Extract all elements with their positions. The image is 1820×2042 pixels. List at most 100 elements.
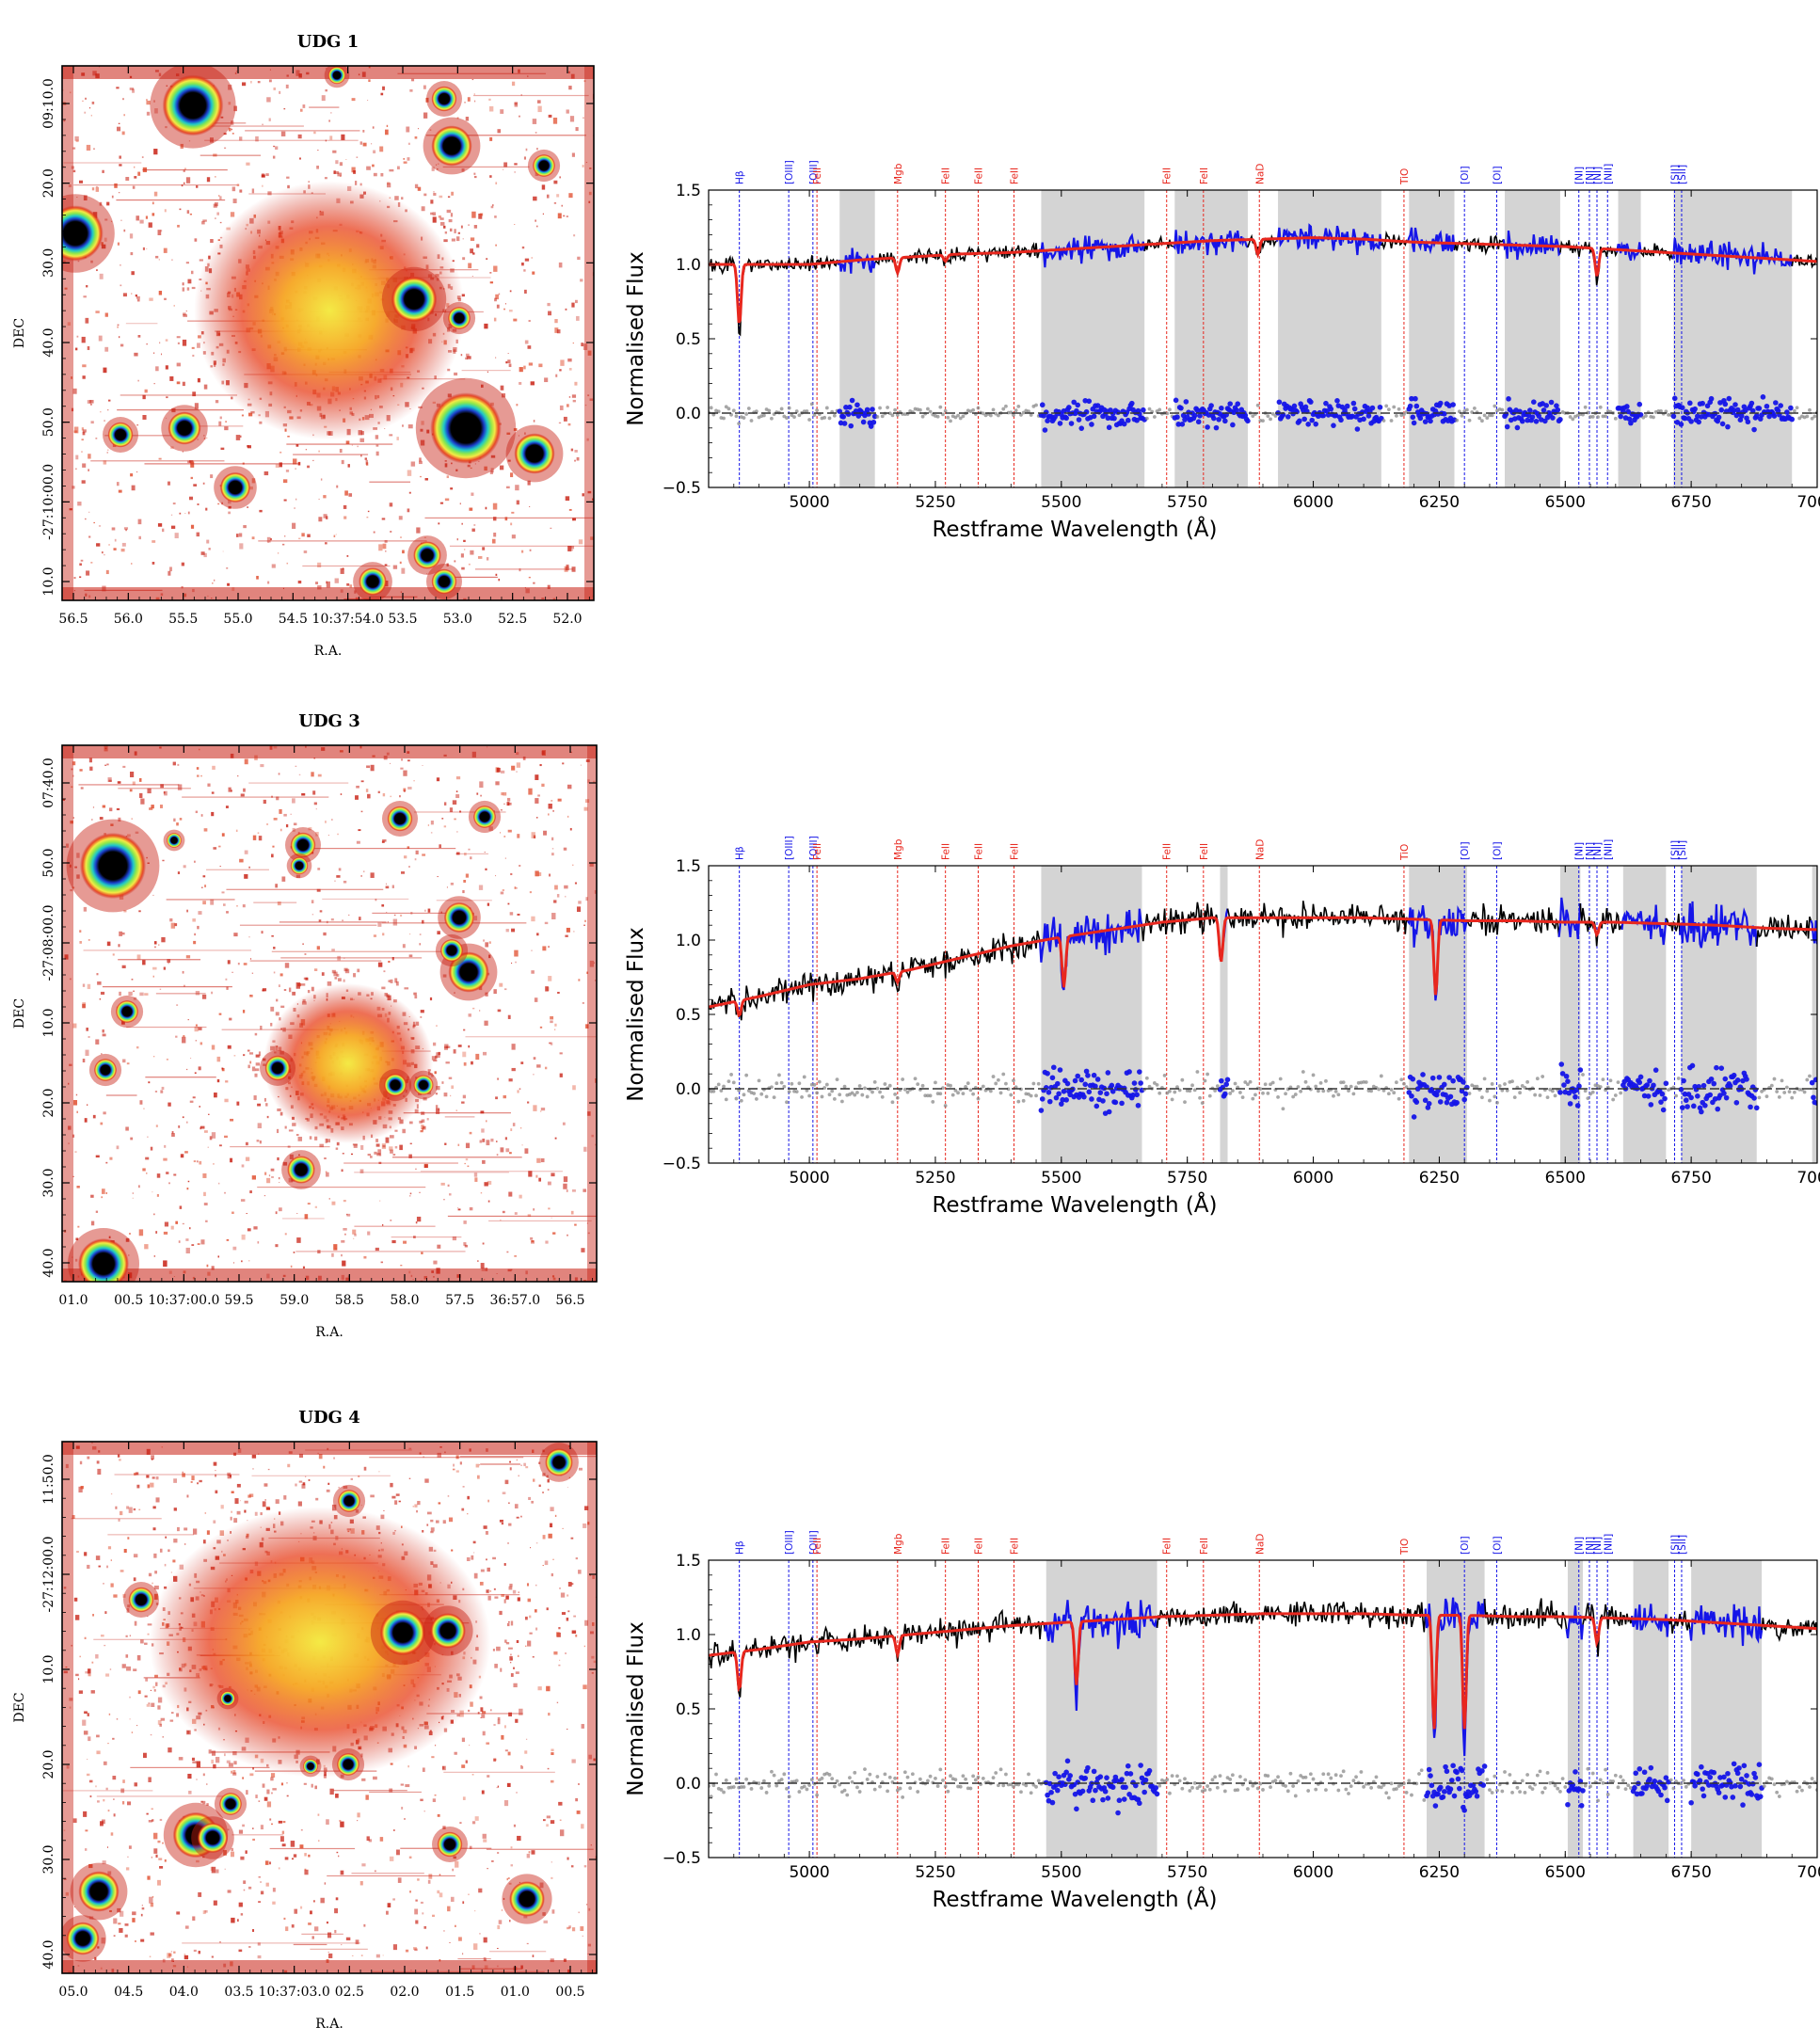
- noise-pixel: [171, 259, 173, 261]
- noise-pixel: [529, 1632, 533, 1635]
- noise-pixel: [273, 971, 276, 974]
- noise-pixel: [489, 136, 493, 141]
- noise-pixel: [454, 560, 456, 563]
- noise-pixel: [290, 1265, 293, 1268]
- noise-pixel: [587, 394, 590, 397]
- noise-pixel: [227, 1474, 231, 1479]
- noise-pixel: [273, 145, 276, 148]
- noise-pixel: [420, 1901, 423, 1904]
- noise-streak: [120, 394, 238, 396]
- noise-pixel: [229, 1475, 231, 1477]
- galaxy-halo-pixel: [380, 172, 384, 177]
- noise-pixel: [290, 813, 292, 815]
- residual-point: [805, 409, 809, 413]
- noise-pixel: [185, 177, 191, 183]
- noise-pixel: [228, 84, 232, 90]
- noise-pixel: [482, 1051, 487, 1056]
- noise-pixel: [328, 120, 331, 122]
- galaxy-halo-pixel: [504, 1639, 507, 1643]
- noise-pixel: [300, 1828, 303, 1831]
- noise-streak: [449, 545, 594, 547]
- noise-pixel: [242, 1777, 245, 1779]
- noise-streak: [116, 199, 226, 201]
- noise-pixel: [200, 1125, 205, 1129]
- noise-pixel: [385, 129, 389, 136]
- noise-pixel: [493, 1724, 496, 1726]
- noise-pixel: [452, 1236, 457, 1241]
- noise-pixel: [437, 1813, 440, 1817]
- noise-pixel: [79, 1460, 83, 1465]
- noise-pixel: [228, 511, 231, 515]
- noise-streak: [403, 1112, 511, 1114]
- noise-pixel: [548, 311, 551, 316]
- noise-pixel: [218, 1013, 222, 1015]
- noise-pixel: [467, 1513, 469, 1515]
- noise-pixel: [231, 1491, 234, 1493]
- noise-streak: [488, 1220, 592, 1222]
- noise-pixel: [438, 1051, 441, 1056]
- noise-pixel: [486, 1140, 490, 1146]
- noise-streak: [442, 166, 530, 168]
- noise-pixel: [230, 1851, 234, 1858]
- noise-pixel: [548, 114, 552, 118]
- galaxy-halo-pixel: [270, 1777, 274, 1781]
- noise-pixel: [425, 1946, 428, 1950]
- noise-pixel: [470, 467, 472, 470]
- noise-pixel: [462, 1051, 467, 1058]
- noise-pixel: [182, 1473, 185, 1477]
- noise-pixel: [464, 549, 466, 550]
- noise-pixel: [409, 1142, 412, 1145]
- noise-pixel: [103, 1761, 107, 1765]
- residual-point-masked: [849, 397, 855, 404]
- noise-pixel: [493, 317, 497, 322]
- x-tick-label: 59.0: [279, 1293, 309, 1308]
- noise-streak: [90, 460, 225, 462]
- noise-pixel: [382, 1954, 384, 1956]
- noise-streak: [444, 1116, 475, 1118]
- noise-pixel: [414, 1948, 418, 1952]
- noise-pixel: [276, 796, 279, 801]
- noise-pixel: [95, 1653, 99, 1659]
- noise-pixel: [487, 1180, 492, 1185]
- noise-pixel: [451, 191, 455, 196]
- galaxy-halo-pixel: [394, 978, 398, 983]
- noise-pixel: [460, 553, 464, 558]
- galaxy-halo-pixel: [454, 1751, 457, 1755]
- noise-pixel: [490, 402, 494, 407]
- noise-pixel: [231, 1510, 233, 1513]
- noise-pixel: [478, 1464, 481, 1466]
- noise-pixel: [499, 982, 503, 987]
- noise-pixel: [501, 1734, 504, 1740]
- noise-pixel: [71, 786, 73, 789]
- noise-pixel: [576, 456, 580, 461]
- galaxy-halo-pixel: [191, 286, 196, 290]
- noise-pixel: [256, 1140, 260, 1142]
- noise-pixel: [444, 460, 447, 462]
- noise-pixel: [467, 464, 471, 468]
- noise-pixel: [137, 518, 142, 525]
- noise-pixel: [588, 1907, 591, 1911]
- noise-pixel: [272, 155, 276, 159]
- noise-pixel: [88, 1916, 94, 1920]
- noise-pixel: [125, 177, 130, 181]
- noise-pixel: [224, 1098, 229, 1103]
- noise-streak: [293, 454, 369, 455]
- noise-pixel: [389, 503, 393, 507]
- noise-pixel: [307, 1203, 311, 1205]
- noise-pixel: [187, 1773, 192, 1779]
- noise-pixel: [72, 774, 74, 777]
- line-marker-label: [OIII]: [808, 160, 820, 184]
- noise-pixel: [424, 1478, 429, 1483]
- noise-pixel: [575, 1557, 578, 1560]
- noise-pixel: [390, 531, 392, 533]
- noise-pixel: [161, 1086, 165, 1091]
- noise-pixel: [221, 502, 223, 505]
- noise-pixel: [151, 1455, 154, 1460]
- noise-pixel: [490, 1709, 492, 1712]
- noise-pixel: [335, 1897, 339, 1901]
- noise-pixel: [505, 486, 510, 489]
- residual-point: [812, 413, 817, 417]
- noise-pixel: [120, 284, 122, 287]
- galaxy-halo-pixel: [335, 1147, 339, 1150]
- noise-pixel: [164, 1144, 167, 1148]
